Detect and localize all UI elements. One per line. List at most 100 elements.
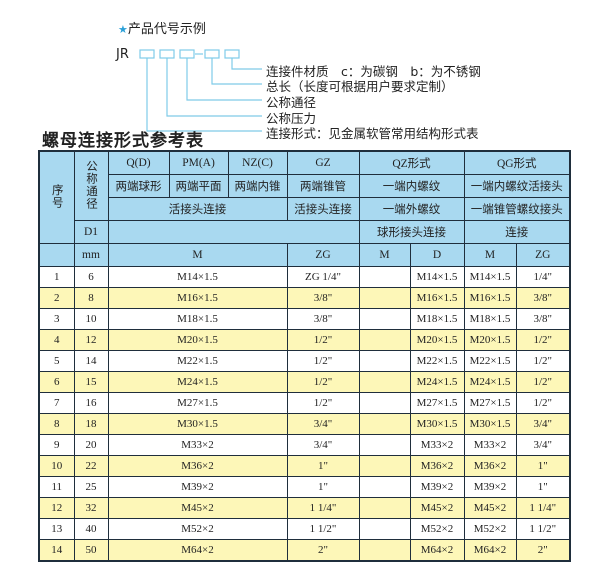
header-qg-desc: 一端内螺纹活接头 <box>463 174 571 198</box>
cell-zg: 3/4" <box>286 413 360 435</box>
header-m: M <box>107 243 288 267</box>
cell-qz-m <box>358 539 411 562</box>
connector-line <box>146 58 262 132</box>
cell-qg-zg: 1/2" <box>515 350 571 372</box>
cell-qz-d: M39×2 <box>409 476 465 498</box>
cell-qg-m: M14×1.5 <box>463 266 517 288</box>
connector-line <box>186 58 262 101</box>
code-diagram <box>139 49 262 132</box>
header-qz-desc: 一端内螺纹 <box>358 174 465 198</box>
cell-zg: 1 1/2" <box>286 518 360 540</box>
cell-no: 13 <box>38 518 75 540</box>
cell-m: M33×2 <box>107 434 288 456</box>
cell-zg: 3/8" <box>286 308 360 330</box>
cell-dn: 32 <box>73 497 109 519</box>
cell-qg-zg: 3/8" <box>515 308 571 330</box>
header-qg-m: M <box>463 243 517 267</box>
cell-dn: 25 <box>73 476 109 498</box>
cell-dn: 40 <box>73 518 109 540</box>
table-row: 5 14 M22×1.5 1/2" M22×1.5 M22×1.5 1/2" <box>38 350 571 372</box>
table-row: 9 20 M33×2 3/4" M33×2 M33×2 3/4" <box>38 434 571 456</box>
cell-m: M14×1.5 <box>107 266 288 288</box>
header-gz-desc: 两端锥管 <box>286 174 360 198</box>
cell-no: 5 <box>38 350 75 372</box>
cell-qz-m <box>358 371 411 393</box>
table-row: 3 10 M18×1.5 3/8" M18×1.5 M18×1.5 3/8" <box>38 308 571 330</box>
header-nz-desc: 两端内锥 <box>227 174 288 198</box>
table-body: 1 6 M14×1.5 ZG 1/4" M14×1.5 M14×1.5 1/4" 2 8 M16×… <box>38 266 571 562</box>
header-dn: 公称通径 <box>73 150 109 221</box>
cell-qz-d: M20×1.5 <box>409 329 465 351</box>
cell-qz-d: M64×2 <box>409 539 465 562</box>
cell-qg-zg: 3/4" <box>515 413 571 435</box>
cell-dn: 20 <box>73 434 109 456</box>
cell-m: M36×2 <box>107 455 288 477</box>
code-box <box>159 49 175 59</box>
cell-qz-d: M36×2 <box>409 455 465 477</box>
cell-qz-d: M24×1.5 <box>409 371 465 393</box>
cell-qz-m <box>358 392 411 414</box>
cell-no: 2 <box>38 287 75 309</box>
cell-dn: 6 <box>73 266 109 288</box>
cell-qz-m <box>358 497 411 519</box>
header-union: 活接头连接 <box>107 197 288 221</box>
connector-line <box>231 58 262 70</box>
cell-qg-zg: 1/2" <box>515 371 571 393</box>
header-q: Q(D) <box>107 150 170 175</box>
cell-qg-zg: 1/4" <box>515 266 571 288</box>
header-seq-cont <box>38 243 75 267</box>
header-qz-m: M <box>358 243 411 267</box>
code-box <box>204 49 220 59</box>
cell-qg-zg: 1" <box>515 455 571 477</box>
cell-m: M52×2 <box>107 518 288 540</box>
label-pressure: 公称压力 <box>266 111 317 126</box>
cell-qz-d: M27×1.5 <box>409 392 465 414</box>
cell-no: 11 <box>38 476 75 498</box>
cell-qg-m: M36×2 <box>463 455 517 477</box>
cell-qz-d: M18×1.5 <box>409 308 465 330</box>
code-box <box>139 49 155 59</box>
cell-qz-m <box>358 329 411 351</box>
cell-no: 7 <box>38 392 75 414</box>
cell-qg-zg: 1" <box>515 476 571 498</box>
header-qz: QZ形式 <box>358 150 465 175</box>
cell-no: 3 <box>38 308 75 330</box>
header-qg: QG形式 <box>463 150 571 175</box>
cell-qz-m <box>358 287 411 309</box>
cell-dn: 22 <box>73 455 109 477</box>
header-mm: mm <box>73 243 109 267</box>
code-box <box>179 49 195 59</box>
cell-zg: 1" <box>286 476 360 498</box>
cell-no: 8 <box>38 413 75 435</box>
header-qg-desc3: 连接 <box>463 220 571 244</box>
code-box <box>224 49 240 59</box>
star-icon: ★ <box>118 23 128 36</box>
label-diameter: 公称通径 <box>266 95 317 110</box>
cell-qz-d: M30×1.5 <box>409 413 465 435</box>
cell-no: 9 <box>38 434 75 456</box>
cell-zg: 1/2" <box>286 392 360 414</box>
header-qz-desc3: 球形接头连接 <box>358 220 465 244</box>
cell-dn: 10 <box>73 308 109 330</box>
table-row: 8 18 M30×1.5 3/4" M30×1.5 M30×1.5 3/4" <box>38 413 571 435</box>
label-connection: 连接形式：见金属软管常用结构形式表 <box>266 126 479 141</box>
cell-qz-d: M14×1.5 <box>409 266 465 288</box>
cell-zg: 3/8" <box>286 287 360 309</box>
header-seq: 序号 <box>38 150 75 244</box>
cell-qz-d: M52×2 <box>409 518 465 540</box>
cell-qg-m: M52×2 <box>463 518 517 540</box>
cell-qg-m: M22×1.5 <box>463 350 517 372</box>
header-dn-text: 公称通径 <box>85 159 97 210</box>
cell-qg-m: M39×2 <box>463 476 517 498</box>
cell-m: M30×1.5 <box>107 413 288 435</box>
cell-zg: 1 1/4" <box>286 497 360 519</box>
cell-qz-d: M22×1.5 <box>409 350 465 372</box>
header-zg: ZG <box>286 243 360 267</box>
header-seq-text: 序号 <box>50 183 63 209</box>
cell-qg-m: M18×1.5 <box>463 308 517 330</box>
label-material: 连接件材质 c：为碳钢 b：为不锈钢 <box>266 64 481 79</box>
cell-m: M39×2 <box>107 476 288 498</box>
header-gz-union: 活接头连接 <box>286 197 360 221</box>
cell-m: M27×1.5 <box>107 392 288 414</box>
cell-qz-m <box>358 434 411 456</box>
